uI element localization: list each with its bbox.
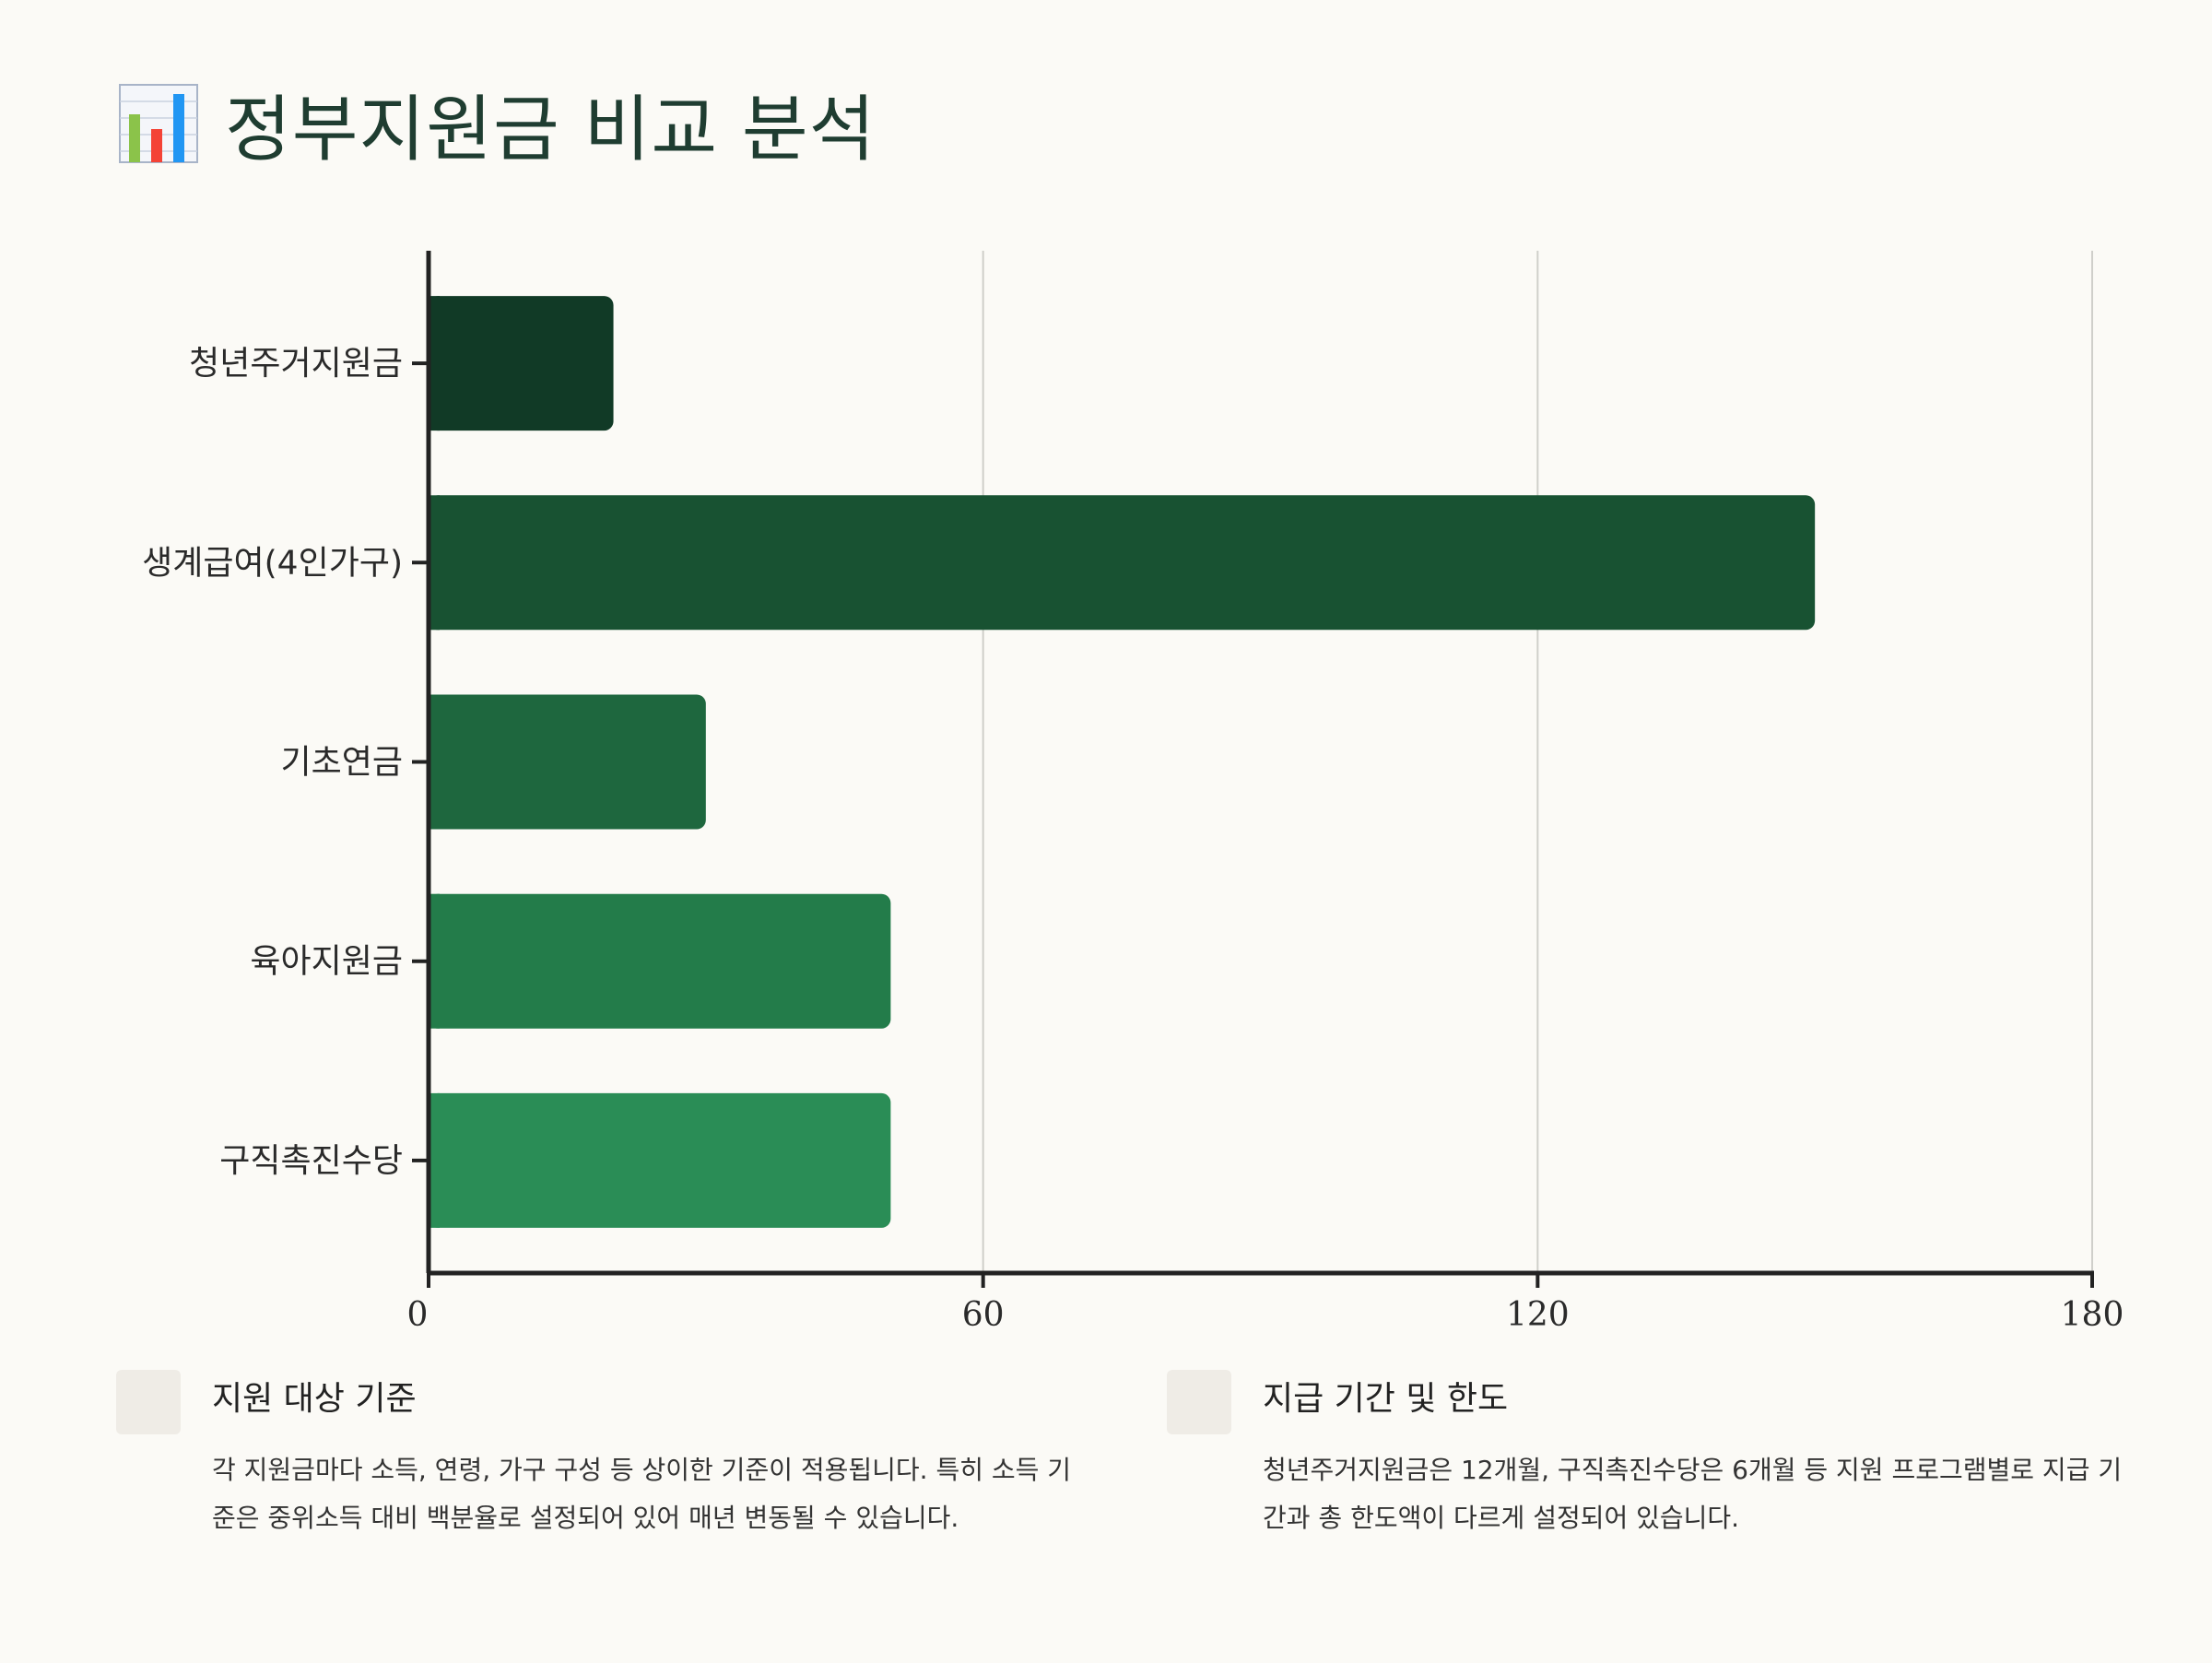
category-label: 청년주거지원금 [189, 345, 403, 383]
page-title-text: 정부지원금 비교 분석 [225, 88, 877, 171]
card-text: 청년주거지원금은 12개월, 구직촉진수당은 6개월 등 지원 프로그램별로 지… [1263, 1455, 2123, 1534]
bar-base [429, 296, 440, 431]
x-tick-label: 0 [407, 1296, 429, 1334]
info-card-eligibility: 지원 대상 기준 각 지원금마다 소득, 연령, 가구 구성 등 상이한 기준이… [116, 1370, 1075, 1542]
bar-base [429, 495, 440, 631]
bar [429, 893, 891, 1029]
card-icon [116, 1370, 181, 1434]
x-tick-label: 60 [962, 1296, 1005, 1334]
card-text: 각 지원금마다 소득, 연령, 가구 구성 등 상이한 기준이 적용됩니다. 특… [212, 1455, 1072, 1534]
category-label: 구직촉진수당 [219, 1142, 403, 1180]
info-card-period: 지급 기간 및 한도 청년주거지원금은 12개월, 구직촉진수당은 6개월 등 … [1167, 1370, 2125, 1542]
category-label: 기초연금 [281, 744, 403, 782]
card-title: 지원 대상 기준 [212, 1380, 417, 1418]
x-tick-label: 120 [1506, 1296, 1570, 1334]
card-icon [1167, 1370, 1231, 1434]
bar-base [429, 1092, 440, 1228]
bar [429, 694, 706, 830]
page-title: 정부지원금 비교 분석 [116, 77, 876, 171]
card-title: 지급 기간 및 한도 [1263, 1380, 1509, 1418]
category-label: 육아지원금 [250, 943, 403, 981]
bar [429, 296, 614, 431]
info-cards: 지원 대상 기준 각 지원금마다 소득, 연령, 가구 구성 등 상이한 기준이… [116, 1370, 2125, 1542]
bar-base [429, 694, 440, 830]
bar-chart-icon [119, 84, 198, 163]
category-label: 생계급여(4인가구) [142, 544, 403, 582]
bar [429, 1092, 891, 1228]
x-tick-label: 180 [2061, 1296, 2124, 1334]
bar [429, 495, 1816, 631]
bar-base [429, 893, 440, 1029]
